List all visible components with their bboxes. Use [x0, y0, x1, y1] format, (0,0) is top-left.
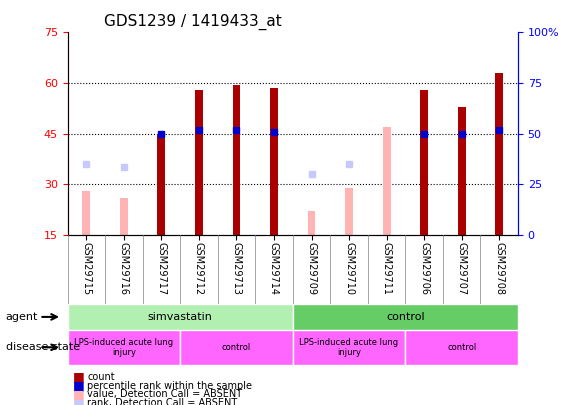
FancyBboxPatch shape	[68, 330, 180, 364]
Text: value, Detection Call = ABSENT: value, Detection Call = ABSENT	[87, 390, 243, 399]
Text: control: control	[447, 343, 476, 352]
Text: control: control	[386, 312, 425, 322]
FancyBboxPatch shape	[293, 330, 405, 364]
Bar	[458, 107, 466, 235]
FancyBboxPatch shape	[405, 330, 518, 364]
Text: LPS-induced acute lung
injury: LPS-induced acute lung injury	[74, 338, 173, 357]
Text: control: control	[222, 343, 251, 352]
Text: LPS-induced acute lung
injury: LPS-induced acute lung injury	[300, 338, 399, 357]
Text: GSM29717: GSM29717	[157, 242, 167, 295]
Text: ■: ■	[73, 379, 85, 392]
Text: ■: ■	[73, 388, 85, 401]
Bar	[82, 191, 90, 235]
Bar	[345, 188, 353, 235]
Bar	[383, 127, 391, 235]
Text: GSM29713: GSM29713	[231, 242, 242, 295]
Text: rank, Detection Call = ABSENT: rank, Detection Call = ABSENT	[87, 399, 238, 405]
Text: GSM29709: GSM29709	[306, 242, 316, 295]
FancyBboxPatch shape	[68, 304, 293, 330]
Bar	[495, 73, 503, 235]
Text: GSM29714: GSM29714	[269, 242, 279, 295]
Text: GSM29707: GSM29707	[457, 242, 467, 295]
Text: GSM29710: GSM29710	[344, 242, 354, 295]
Text: ■: ■	[73, 397, 85, 405]
Bar	[195, 90, 203, 235]
Bar	[307, 211, 315, 235]
Text: percentile rank within the sample: percentile rank within the sample	[87, 381, 252, 390]
Text: simvastatin: simvastatin	[148, 312, 213, 322]
Text: GDS1239 / 1419433_at: GDS1239 / 1419433_at	[104, 13, 282, 30]
Bar	[420, 90, 428, 235]
Bar	[158, 134, 166, 235]
FancyBboxPatch shape	[180, 330, 293, 364]
FancyBboxPatch shape	[293, 304, 518, 330]
Text: GSM29706: GSM29706	[419, 242, 429, 295]
Bar	[270, 88, 278, 235]
Text: disease state: disease state	[6, 343, 80, 352]
Text: GSM29708: GSM29708	[494, 242, 504, 295]
Text: GSM29712: GSM29712	[194, 242, 204, 295]
Text: agent: agent	[6, 312, 38, 322]
Text: count: count	[87, 372, 115, 382]
Text: GSM29711: GSM29711	[382, 242, 392, 295]
Text: ■: ■	[73, 370, 85, 383]
Text: GSM29715: GSM29715	[81, 242, 91, 295]
Bar	[233, 85, 240, 235]
Text: GSM29716: GSM29716	[119, 242, 129, 295]
Bar	[120, 198, 128, 235]
